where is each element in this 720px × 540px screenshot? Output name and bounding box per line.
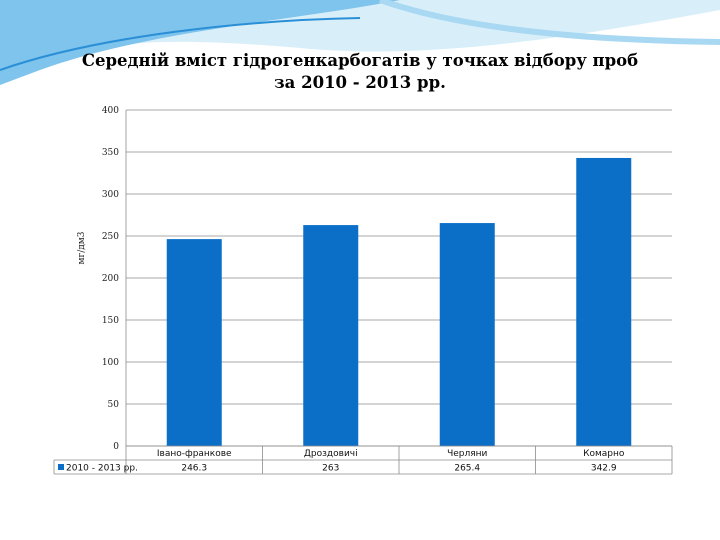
y-tick-label: 300 bbox=[102, 190, 119, 200]
chart-title-line1: Середній вміст гідрогенкарбогатів у точк… bbox=[81, 51, 639, 70]
y-tick-label: 250 bbox=[102, 232, 119, 242]
category-label: Комарно bbox=[583, 449, 625, 459]
bar bbox=[576, 157, 632, 447]
category-label: Дроздовичі bbox=[304, 449, 358, 459]
bar bbox=[303, 225, 359, 446]
chart-title-line2: за 2010 - 2013 рр. bbox=[274, 73, 446, 92]
data-label: 263 bbox=[322, 464, 339, 474]
y-tick-label: 50 bbox=[108, 400, 120, 410]
category-label: Черляни bbox=[447, 449, 487, 459]
bars bbox=[166, 157, 632, 447]
legend-series-name: 2010 - 2013 рр. bbox=[66, 464, 138, 474]
data-label: 265.4 bbox=[454, 464, 480, 474]
header-wave-mid bbox=[0, 0, 400, 85]
y-tick-label: 200 bbox=[102, 274, 119, 284]
category-label: Івано-франкове bbox=[157, 449, 232, 459]
y-tick-label: 400 bbox=[102, 106, 119, 116]
data-table: Івано-франкове 246.3 Дроздовичі 263 Черляни 2… bbox=[53, 445, 673, 475]
y-axis-ticks: 0 50 100 150 200 250 300 350 400 bbox=[102, 106, 119, 452]
data-label: 342.9 bbox=[591, 464, 617, 474]
bar bbox=[439, 223, 495, 446]
y-tick-label: 350 bbox=[102, 148, 119, 158]
data-label: 246.3 bbox=[181, 464, 207, 474]
header-curve-line bbox=[0, 17, 361, 71]
y-tick-label: 0 bbox=[113, 442, 119, 452]
y-axis-label: мг/дм3 bbox=[77, 231, 87, 264]
y-tick-label: 150 bbox=[102, 316, 119, 326]
bar bbox=[166, 239, 222, 446]
chart-title: Середній вміст гідрогенкарбогатів у точк… bbox=[70, 50, 650, 94]
legend-swatch bbox=[58, 464, 64, 470]
header-curve-light bbox=[378, 0, 720, 45]
y-tick-label: 100 bbox=[102, 358, 119, 368]
